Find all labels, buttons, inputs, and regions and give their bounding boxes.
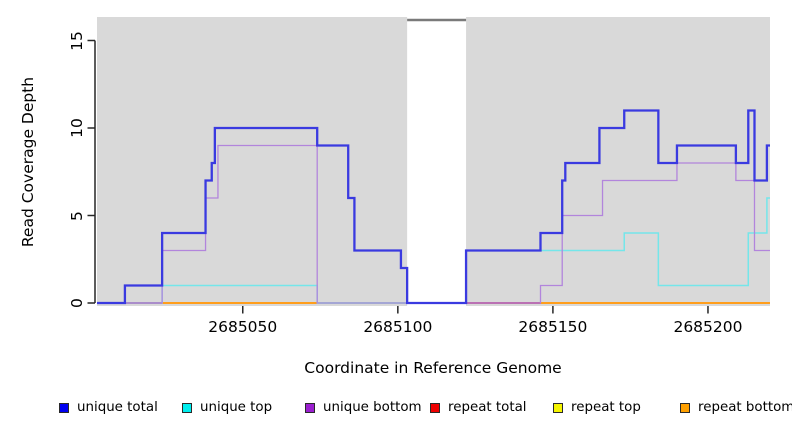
legend-swatch-icon (430, 403, 440, 413)
plot-shaded-region (97, 17, 408, 306)
y-tick-label: 5 (68, 210, 86, 221)
y-tick-label: 0 (68, 298, 86, 308)
series-line-unique-total (97, 109, 770, 305)
series-line-unique-top (97, 197, 770, 304)
legend-item-repeat-bottom: repeat bottom (680, 401, 792, 415)
legend-label: unique total (77, 400, 158, 415)
y-axis-title: Read Coverage Depth (19, 76, 37, 248)
legend-swatch-icon (680, 403, 690, 413)
y-tick-label: 15 (68, 30, 86, 51)
legend-swatch-icon (553, 403, 563, 413)
legend-label: repeat bottom (698, 400, 792, 415)
y-tick-label: 10 (68, 118, 86, 138)
legend-item-unique-bottom: unique bottom (305, 401, 422, 415)
legend-swatch-icon (182, 403, 192, 413)
legend-item-unique-total: unique total (59, 401, 158, 415)
legend-label: repeat total (448, 400, 527, 415)
x-tick-label: 2685150 (518, 318, 588, 336)
x-tick-label: 2685200 (673, 318, 743, 336)
legend-swatch-icon (305, 403, 315, 413)
x-tick-label: 2685050 (208, 318, 278, 336)
legend-label: repeat top (571, 400, 641, 415)
legend-item-repeat-top: repeat top (553, 401, 641, 415)
plot-shaded-region (466, 17, 770, 306)
legend-label: unique top (200, 400, 273, 415)
legend-swatch-icon (59, 403, 69, 413)
x-axis-title: Coordinate in Reference Genome (304, 359, 562, 377)
x-tick-label: 2685100 (363, 318, 433, 336)
legend-item-repeat-total: repeat total (430, 401, 527, 415)
legend-item-unique-top: unique top (182, 401, 272, 415)
legend-label: unique bottom (323, 400, 422, 415)
